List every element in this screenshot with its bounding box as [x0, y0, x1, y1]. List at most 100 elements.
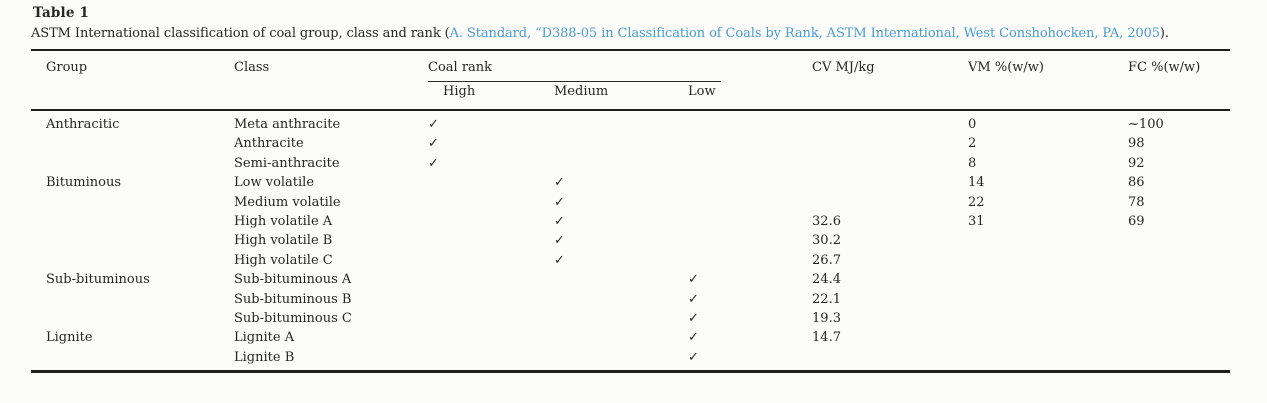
cell-vm: 2	[968, 136, 977, 152]
col-header-fc: FC %(w/w)	[1128, 60, 1201, 75]
checkmark-rank-low	[688, 134, 812, 153]
cell-class: High volatile A	[234, 214, 333, 230]
cell-cv	[812, 173, 968, 192]
cell-vm: 0	[968, 117, 977, 132]
checkmark-rank-high	[428, 309, 554, 328]
checkmark-rank-medium	[554, 110, 688, 134]
cell-group	[31, 154, 234, 173]
cell-vm	[968, 251, 1128, 270]
cell-class: Meta anthracite	[234, 117, 341, 132]
table-row: Sub-bituminous B ✓ 22.1	[31, 290, 1230, 309]
checkmark-rank-low: ✓	[688, 349, 699, 365]
table-row: High volatile A ✓ 32.6 31 69	[31, 212, 1230, 231]
cell-class: Sub-bituminous A	[234, 272, 352, 288]
cell-group	[31, 193, 234, 212]
cell-class: Lignite A	[234, 330, 295, 346]
cell-vm	[968, 328, 1128, 347]
cell-class: High volatile C	[234, 252, 333, 268]
cell-fc	[1128, 328, 1230, 347]
checkmark-rank-high	[428, 290, 554, 309]
checkmark-rank-high: ✓	[428, 117, 439, 132]
cell-class: Lignite B	[234, 349, 295, 365]
col-header-group: Group	[46, 60, 88, 75]
cell-class: Semi-anthracite	[234, 155, 340, 171]
cell-cv: 26.7	[812, 252, 841, 268]
cell-group	[31, 348, 234, 372]
checkmark-rank-low: ✓	[688, 330, 699, 346]
cell-group: Anthracitic	[46, 117, 120, 132]
cell-fc: 98	[1128, 136, 1145, 152]
col-header-vm: VM %(w/w)	[968, 60, 1044, 75]
cell-cv	[812, 110, 968, 134]
col-header-rank-high: High	[443, 84, 476, 99]
cell-fc: 69	[1128, 214, 1145, 230]
cell-group	[31, 309, 234, 328]
cell-vm: 31	[968, 214, 985, 230]
checkmark-rank-high	[428, 212, 554, 231]
col-header-class: Class	[234, 60, 270, 75]
caption-text-prefix: ASTM International classification of coa…	[31, 26, 450, 41]
checkmark-rank-low	[688, 154, 812, 173]
checkmark-rank-high	[428, 173, 554, 192]
cell-cv: 30.2	[812, 233, 841, 249]
coal-rank-spanner-rule: Coal rank	[428, 60, 721, 82]
table-label: Table 1	[33, 5, 90, 21]
checkmark-rank-medium	[554, 328, 688, 347]
checkmark-rank-medium	[554, 134, 688, 153]
checkmark-rank-medium: ✓	[554, 175, 565, 191]
checkmark-rank-high: ✓	[428, 136, 439, 152]
cell-class: Medium volatile	[234, 194, 341, 210]
cell-fc	[1128, 231, 1230, 250]
cell-fc: 86	[1128, 175, 1145, 191]
cell-fc: 92	[1128, 155, 1145, 171]
checkmark-rank-low	[688, 212, 812, 231]
table-row: Lignite Lignite A ✓ 14.7	[31, 328, 1230, 347]
cell-fc	[1128, 309, 1230, 328]
checkmark-rank-high	[428, 251, 554, 270]
cell-group	[31, 231, 234, 250]
col-header-rank-medium: Medium	[554, 84, 609, 99]
col-header-rank-low: Low	[688, 84, 716, 99]
cell-group: Lignite	[46, 330, 93, 346]
cell-fc	[1128, 290, 1230, 309]
table-row: High volatile C ✓ 26.7	[31, 251, 1230, 270]
table-row: Bituminous Low volatile ✓ 14 86	[31, 173, 1230, 192]
checkmark-rank-low: ✓	[688, 291, 699, 307]
cell-cv: 24.4	[812, 272, 841, 288]
cell-fc	[1128, 251, 1230, 270]
checkmark-rank-high	[428, 328, 554, 347]
cell-cv	[812, 348, 968, 372]
cell-vm	[968, 290, 1128, 309]
table-header: Group Class Coal rank CV MJ/kg VM %(w/w)…	[31, 50, 1231, 110]
cell-group	[31, 290, 234, 309]
coal-classification-table: Group Class Coal rank CV MJ/kg VM %(w/w)…	[31, 49, 1231, 374]
table-row: Semi-anthracite ✓ 8 92	[31, 154, 1230, 173]
table-caption: ASTM International classification of coa…	[31, 24, 1236, 44]
checkmark-rank-low	[688, 173, 812, 192]
cell-vm	[968, 270, 1128, 289]
checkmark-rank-medium: ✓	[554, 194, 565, 210]
table-body: Anthracitic Meta anthracite ✓ 0 ~100 Ant…	[31, 110, 1230, 372]
citation-link[interactable]: A. Standard, “D388-05 in Classification …	[449, 26, 1160, 41]
cell-class: Sub-bituminous B	[234, 291, 352, 307]
cell-cv: 22.1	[812, 291, 841, 307]
checkmark-rank-low	[688, 193, 812, 212]
cell-cv: 32.6	[812, 214, 841, 230]
cell-vm	[968, 348, 1128, 372]
checkmark-rank-medium	[554, 290, 688, 309]
table-row: Lignite B ✓	[31, 348, 1230, 372]
cell-group: Sub-bituminous	[46, 272, 150, 288]
table-row: Sub-bituminous C ✓ 19.3	[31, 309, 1230, 328]
cell-cv	[812, 193, 968, 212]
cell-class: High volatile B	[234, 233, 333, 249]
cell-group	[31, 251, 234, 270]
checkmark-rank-medium	[554, 309, 688, 328]
cell-group: Bituminous	[46, 175, 122, 191]
cell-vm	[968, 309, 1128, 328]
paper-page-region: Table 1 ASTM International classificatio…	[31, 5, 1236, 374]
table-row: Anthracite ✓ 2 98	[31, 134, 1230, 153]
cell-cv: 14.7	[812, 330, 841, 346]
checkmark-rank-high	[428, 231, 554, 250]
col-header-cv: CV MJ/kg	[812, 60, 875, 75]
checkmark-rank-low: ✓	[688, 272, 699, 288]
